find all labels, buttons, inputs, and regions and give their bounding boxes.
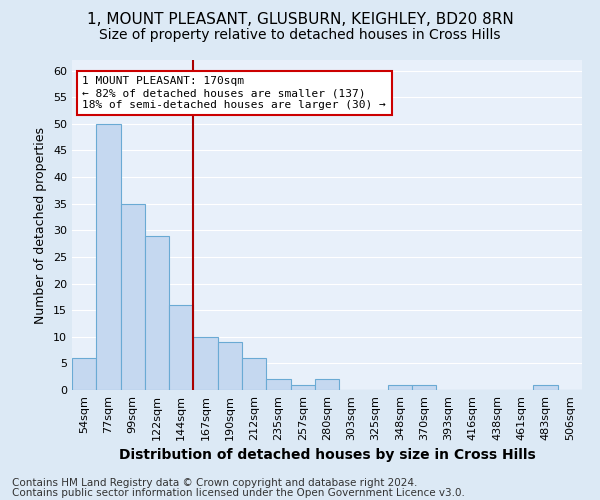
Bar xyxy=(193,337,218,390)
Bar xyxy=(121,204,145,390)
Text: 1, MOUNT PLEASANT, GLUSBURN, KEIGHLEY, BD20 8RN: 1, MOUNT PLEASANT, GLUSBURN, KEIGHLEY, B… xyxy=(86,12,514,28)
Bar xyxy=(412,384,436,390)
X-axis label: Distribution of detached houses by size in Cross Hills: Distribution of detached houses by size … xyxy=(119,448,535,462)
Bar xyxy=(96,124,121,390)
Bar xyxy=(242,358,266,390)
Text: Size of property relative to detached houses in Cross Hills: Size of property relative to detached ho… xyxy=(99,28,501,42)
Bar xyxy=(72,358,96,390)
Bar xyxy=(315,380,339,390)
Y-axis label: Number of detached properties: Number of detached properties xyxy=(34,126,47,324)
Bar xyxy=(533,384,558,390)
Bar xyxy=(169,305,193,390)
Bar xyxy=(218,342,242,390)
Bar xyxy=(145,236,169,390)
Bar xyxy=(290,384,315,390)
Bar xyxy=(266,380,290,390)
Text: Contains HM Land Registry data © Crown copyright and database right 2024.: Contains HM Land Registry data © Crown c… xyxy=(12,478,418,488)
Text: Contains public sector information licensed under the Open Government Licence v3: Contains public sector information licen… xyxy=(12,488,465,498)
Bar xyxy=(388,384,412,390)
Text: 1 MOUNT PLEASANT: 170sqm
← 82% of detached houses are smaller (137)
18% of semi-: 1 MOUNT PLEASANT: 170sqm ← 82% of detach… xyxy=(82,76,386,110)
